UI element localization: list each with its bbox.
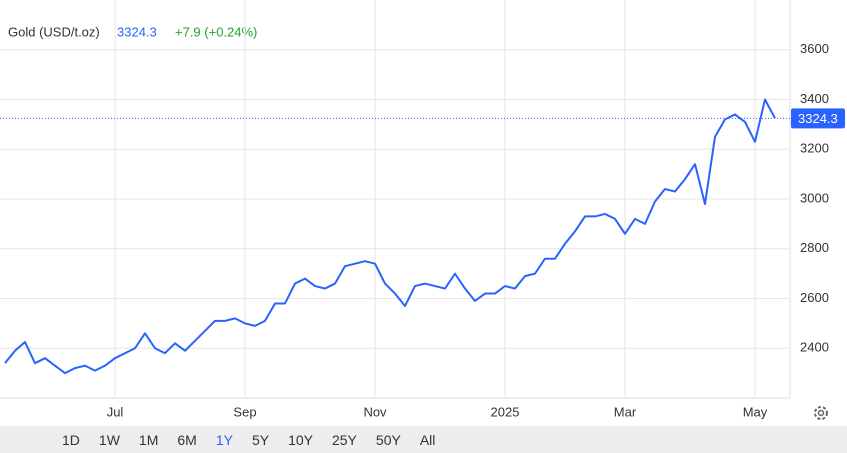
range-button[interactable]: 1W (98, 431, 120, 448)
price: 3324.3 (117, 24, 157, 39)
x-tick-label: Sep (233, 404, 256, 419)
price-line (4, 98, 776, 375)
instrument-name: Gold (USD/t.oz) (8, 24, 100, 39)
x-tick-label: Nov (363, 404, 387, 419)
y-tick-label: 3400 (800, 91, 829, 106)
range-button[interactable]: 10Y (288, 431, 313, 448)
y-tick-label: 3200 (800, 141, 829, 156)
last-price-box (791, 108, 845, 129)
range-button[interactable]: 1Y (215, 431, 233, 448)
last-price-label: 3324.3 (798, 111, 838, 126)
y-tick-label: 2600 (800, 290, 829, 305)
y-tick-label: 2800 (800, 240, 829, 255)
x-tick-label: May (743, 404, 768, 419)
settings-icon[interactable] (814, 406, 828, 420)
range-bar: 1D 1W 1M 6M 1Y 5Y 10Y 25Y 50Y All (0, 426, 847, 453)
x-tick-label: Jul (107, 404, 124, 419)
y-tick-label: 3000 (800, 190, 829, 205)
range-button[interactable]: 6M (177, 431, 197, 448)
range-button[interactable]: 50Y (375, 431, 401, 448)
change: +7.9 (+0.24%) (175, 24, 257, 39)
x-tick-label: Mar (614, 404, 637, 419)
range-button[interactable]: 5Y (251, 431, 270, 448)
range-button[interactable]: 25Y (331, 431, 357, 448)
x-tick-label: 2025 (491, 404, 520, 419)
range-button[interactable]: 1D (62, 431, 80, 448)
y-tick-label: 2400 (800, 340, 829, 355)
chart: Gold (USD/t.oz) 3324.3 +7.9 (+0.24%) 240… (0, 0, 845, 420)
range-button[interactable]: 1M (138, 431, 159, 448)
y-tick-label: 3600 (800, 41, 829, 56)
range-button[interactable]: All (419, 431, 436, 448)
